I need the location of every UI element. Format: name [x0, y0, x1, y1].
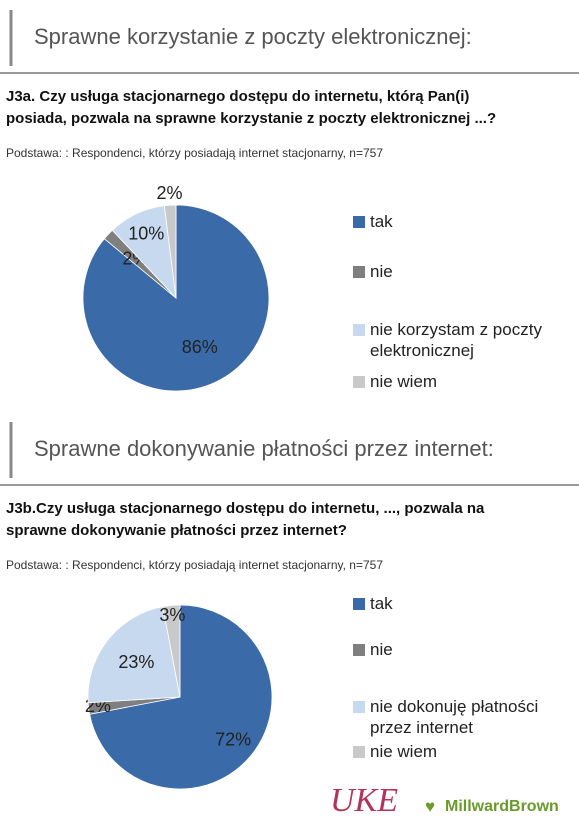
legend-label: tak [370, 212, 393, 231]
question: J3b.Czy usługa stacjonarnego dostępu do … [6, 500, 485, 539]
legend-swatch [353, 324, 365, 336]
question: J3a. Czy usługa stacjonarnego dostępu do… [6, 88, 497, 127]
data-label: 86% [182, 337, 218, 357]
data-label: 23% [118, 652, 154, 672]
legend-label: nie wiem [370, 372, 438, 391]
data-label: 3% [159, 605, 185, 625]
data-label: 72% [215, 730, 251, 750]
legend-swatch [353, 376, 365, 388]
data-label: 10% [128, 224, 164, 244]
legend-swatch [353, 598, 365, 610]
base-note: Podstawa: : Respondenci, którzy posiadaj… [6, 558, 384, 572]
logo-uke: UKE [330, 782, 398, 819]
pie-slice [82, 204, 270, 392]
legend-swatch [353, 266, 365, 278]
legend-label: nie wiem [370, 742, 438, 761]
base-note: Podstawa: : Respondenci, którzy posiadaj… [6, 146, 384, 160]
legend-label: nie [370, 262, 393, 281]
section-title: Sprawne korzystanie z poczty elektronicz… [34, 24, 472, 49]
legend-swatch [353, 216, 365, 228]
legend-label: nie dokonuję płatności przez internet [370, 697, 539, 737]
pie-slice [89, 604, 273, 790]
legend-label: nie [370, 640, 393, 659]
logo-icon: ♥ [425, 797, 436, 816]
legend-swatch [353, 644, 365, 656]
legend-label: nie korzystam z poczty elektronicznej [370, 320, 542, 360]
pie-slice [163, 204, 177, 299]
section-title: Sprawne dokonywanie płatności przez inte… [34, 436, 494, 461]
pie-slice [162, 604, 181, 698]
pie-slice [87, 606, 181, 704]
logo-millwardbrown: MillwardBrown [445, 798, 559, 815]
legend-swatch [353, 746, 365, 758]
data-label: 2% [156, 183, 182, 203]
legend-label: tak [370, 594, 393, 613]
legend-swatch [353, 701, 365, 713]
